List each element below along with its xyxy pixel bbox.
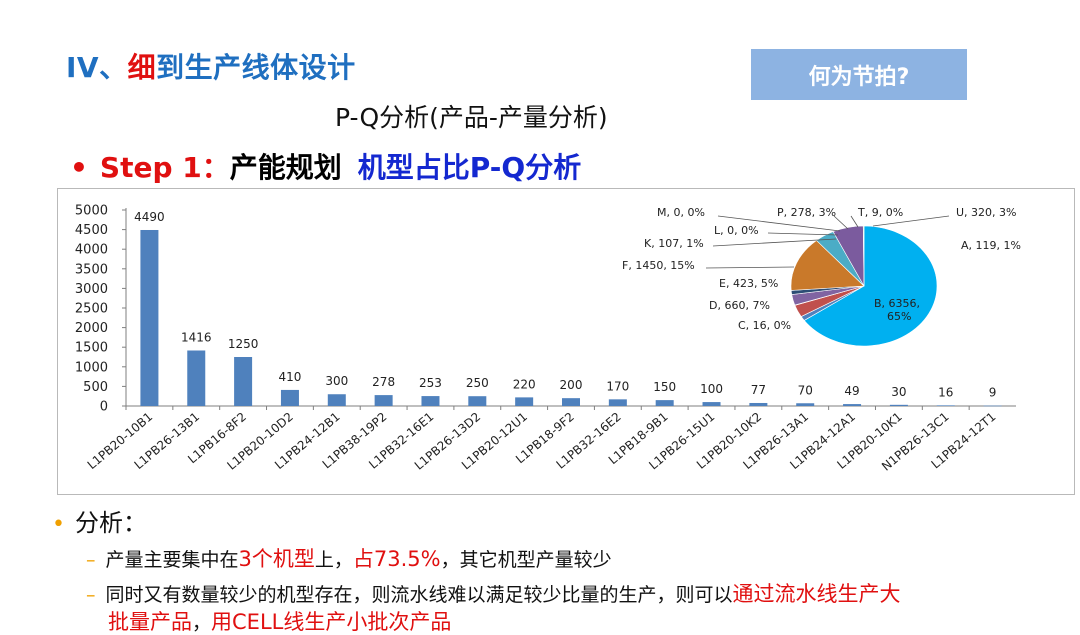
pie-slice (803, 225, 938, 347)
y-tick-label: 4000 (75, 243, 108, 258)
what-is-takt-button[interactable]: 何为节拍? (751, 49, 967, 100)
pie-label: D, 660, 7% (709, 299, 770, 312)
step-label: Step 1： (99, 151, 230, 184)
data-label: 49 (844, 384, 859, 398)
data-label: 253 (419, 376, 442, 390)
pie-leader-line (872, 215, 950, 227)
bar (983, 405, 1002, 407)
bar (327, 394, 346, 406)
chart-panel: 0 500 1000 1500 2000 2500 3000 3500 4000 4500 5000… (57, 188, 1075, 495)
pie-label: A, 119, 1% (961, 239, 1021, 252)
bar (187, 350, 206, 406)
pie-leader-line (712, 238, 837, 247)
pie-label-percent: 65% (887, 310, 911, 323)
y-tick-label: 3000 (75, 282, 108, 297)
bar (515, 397, 534, 406)
step-blue-text: 机型占比P-Q分析 (357, 151, 582, 184)
pie-label: L, 0, 0% (714, 224, 759, 237)
pie-label: M, 0, 0% (657, 206, 705, 219)
pie-label: K, 107, 1% (644, 237, 704, 250)
data-label: 1416 (181, 330, 212, 344)
data-label: 200 (560, 378, 583, 392)
y-tick-label: 1500 (75, 341, 108, 356)
analysis-bullet: • (52, 512, 65, 537)
data-label: 278 (372, 375, 395, 389)
analysis-heading: • 分析： (52, 509, 147, 537)
data-label: 410 (278, 370, 301, 384)
step-text: 产能规划 (229, 151, 342, 184)
data-label: 16 (938, 385, 953, 399)
bar (374, 395, 393, 406)
data-label: 170 (606, 379, 629, 393)
pie-label: C, 16, 0% (738, 319, 791, 332)
analysis-item-1: – 产量主要集中在3个机型上，占73.5%，其它机型产量较少 (86, 547, 612, 571)
y-tick-label: 3500 (75, 262, 108, 277)
bar (608, 399, 627, 406)
bar (421, 396, 440, 406)
pie-leader-line (850, 215, 859, 228)
bar (796, 403, 815, 406)
bar (140, 229, 159, 406)
y-tick-label: 2500 (75, 302, 108, 317)
data-label: 150 (653, 380, 676, 394)
subtitle: P-Q分析(产品-产量分析) (335, 103, 608, 132)
data-label: 220 (513, 377, 536, 391)
bar (562, 398, 580, 406)
pie-leader-line (767, 232, 839, 236)
pie-slice (862, 225, 865, 287)
pie-slice (790, 240, 865, 291)
data-label: 4490 (134, 210, 165, 224)
step-bullet: • (70, 151, 88, 184)
data-label: 100 (700, 382, 723, 396)
pie-label: U, 320, 3% (956, 206, 1016, 219)
data-label: 1250 (228, 337, 259, 351)
bar (749, 402, 768, 406)
y-tick-label: 4500 (75, 223, 108, 238)
bar (702, 402, 721, 406)
pie-label: B, 6356, (874, 297, 920, 310)
data-label: 70 (798, 383, 813, 397)
page-title: IV、细到生产线体设计 (66, 51, 356, 84)
y-tick-label: 500 (83, 380, 108, 395)
y-tick-label: 5000 (75, 204, 108, 219)
data-label: 30 (891, 385, 906, 399)
title-highlight: 细 (127, 51, 157, 84)
pie-leader-line (833, 215, 849, 230)
y-tick-label: 1000 (75, 360, 108, 375)
pie-label: T, 9, 0% (857, 206, 903, 219)
data-label: 77 (751, 383, 766, 397)
bar (936, 405, 955, 406)
analysis-item-2: – 同时又有数量较少的机型存在，则流水线难以满足较少比量的生产，则可以通过流水线生… (86, 582, 901, 606)
pie-label: E, 423, 5% (719, 277, 778, 290)
step-heading: • Step 1：产能规划 机型占比P-Q分析 (70, 146, 581, 186)
bar (843, 404, 862, 406)
bar (889, 404, 908, 406)
bar (655, 400, 674, 406)
analysis-item-2-cont: 批量产品，用CELL线生产小批次产品 (108, 610, 452, 634)
data-label: 250 (466, 376, 489, 390)
pie-label: F, 1450, 15% (622, 259, 695, 272)
bar (234, 357, 253, 406)
pie-label: P, 278, 3% (777, 206, 836, 219)
bar (280, 389, 299, 406)
bar (468, 396, 487, 406)
pie-leader-line (717, 215, 841, 232)
y-tick-label: 0 (100, 400, 108, 415)
data-label: 300 (325, 374, 348, 388)
pie-leader-line (705, 266, 795, 269)
data-label: 9 (989, 386, 997, 400)
chart-svg: 0 500 1000 1500 2000 2500 3000 3500 4000 4500 5000… (75, 204, 1021, 474)
y-tick-label: 2000 (75, 321, 108, 336)
